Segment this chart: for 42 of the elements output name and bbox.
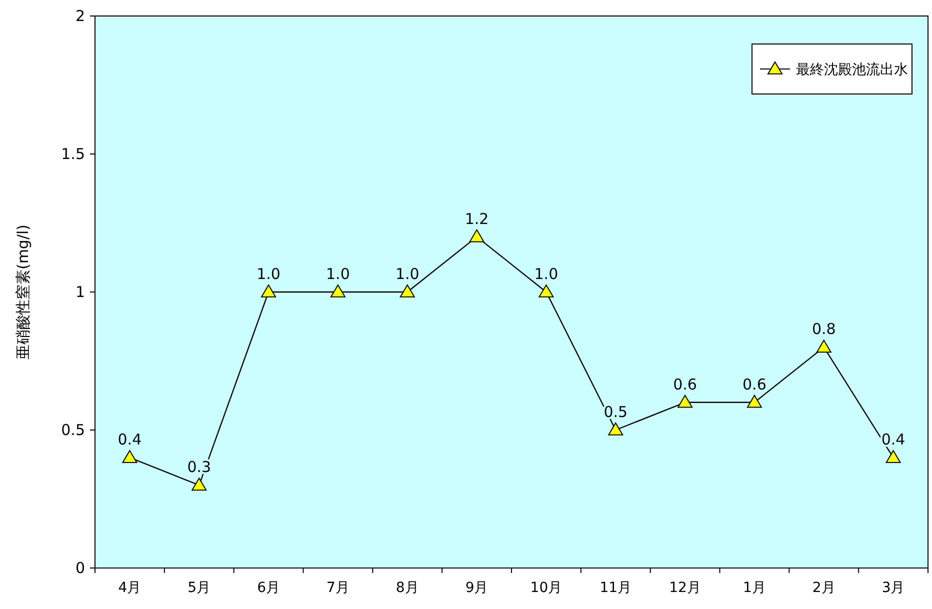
x-tick-label: 1月	[742, 580, 766, 596]
y-tick-label: 2	[75, 7, 85, 25]
point	[816, 340, 832, 353]
data-label: 1.0	[256, 265, 280, 283]
x-tick-label: 12月	[669, 580, 701, 596]
data-label: 0.6	[742, 375, 766, 394]
x-tick-label: 8月	[396, 580, 419, 596]
point	[608, 422, 624, 436]
data-label: 0.8	[812, 320, 836, 338]
point	[261, 284, 276, 298]
y-tick-label: 1.5	[61, 145, 85, 163]
point	[400, 284, 415, 298]
data-label: 1.0	[326, 265, 350, 283]
x-tick-label: 9月	[465, 580, 488, 596]
point	[538, 284, 554, 298]
data-label: 0.4	[118, 430, 142, 449]
point	[886, 450, 901, 463]
x-tick-label: 6月	[257, 580, 280, 596]
point	[469, 229, 484, 242]
x-tick-label: 4月	[118, 580, 142, 596]
y-axis-title: 亜硝酸性窒素(mg/l)	[14, 224, 32, 360]
x-tick-label: 11月	[600, 580, 632, 596]
point	[678, 394, 693, 408]
data-label: 1.0	[395, 265, 420, 283]
x-tick-label: 10月	[530, 580, 562, 596]
y-tick-label: 0.5	[61, 421, 85, 439]
data-label: 0.4	[881, 430, 906, 449]
legend: 最終沈殿池流出水	[752, 44, 912, 94]
x-tick-label: 3月	[882, 580, 905, 596]
y-tick-label: 0	[75, 559, 85, 577]
data-label: 1.2	[464, 210, 489, 228]
legend-label: 最終沈殿池流出水	[796, 62, 908, 78]
point	[122, 450, 138, 463]
x-tick-label: 5月	[188, 580, 211, 596]
x-tick-label: 2月	[812, 580, 836, 596]
y-tick-label: 1	[75, 283, 85, 301]
data-label: 1.0	[534, 265, 558, 283]
point	[746, 394, 762, 408]
point	[192, 478, 207, 491]
x-tick-label: 7月	[326, 580, 350, 596]
data-label: 0.6	[673, 375, 697, 394]
point	[330, 284, 346, 298]
